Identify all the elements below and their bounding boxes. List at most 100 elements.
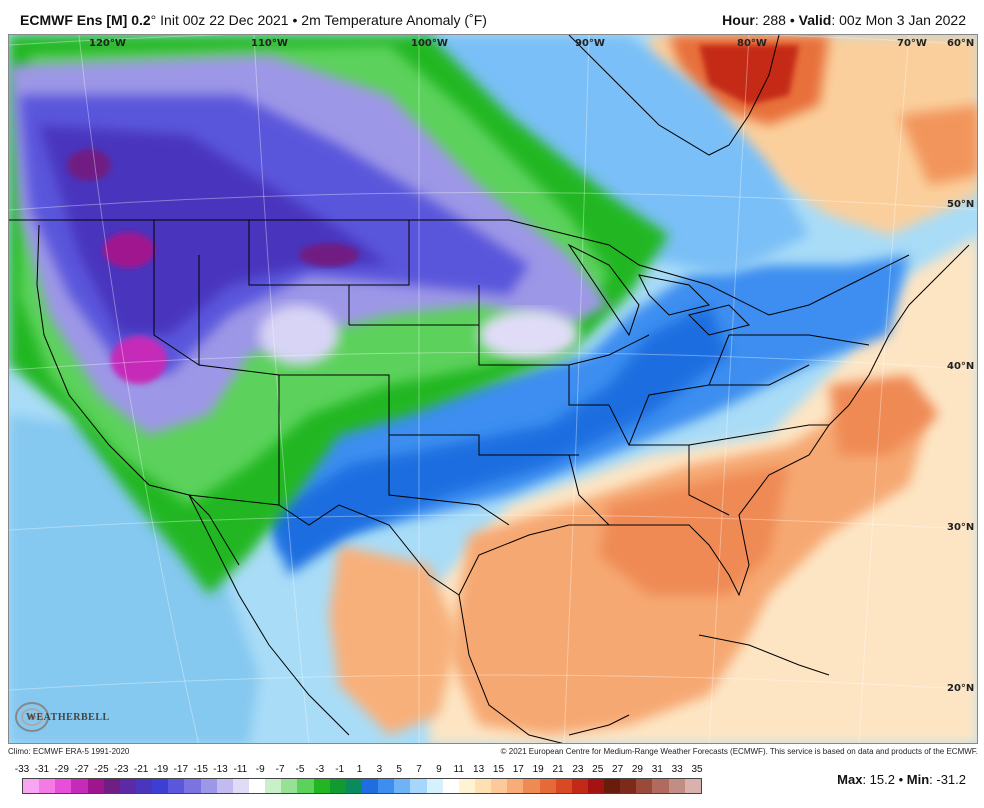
lat-label-30n: 30°N: [947, 522, 975, 533]
colorbar-swatch: [313, 779, 330, 793]
model-name: ECMWF Ens [M] 0.2: [20, 12, 151, 28]
valid-value: : 00z Mon 3 Jan 2022: [831, 12, 966, 28]
colorbar-tick-label: -15: [193, 764, 208, 775]
colorbar-swatch: [39, 779, 56, 793]
hour-value: : 288: [754, 12, 786, 28]
colorbar-tick-label: 7: [416, 764, 422, 775]
colorbar-tick-label: 21: [552, 764, 564, 775]
colorbar-swatch: [329, 779, 346, 793]
lon-label-120w: 120°W: [89, 38, 126, 49]
max-value: : 15.2: [862, 772, 895, 787]
lon-label-80w: 80°W: [737, 38, 767, 49]
colorbar-tick-label: 19: [532, 764, 544, 775]
colorbar-swatch: [184, 779, 201, 793]
colorbar-swatch: [652, 779, 669, 793]
colorbar-swatch: [587, 779, 605, 793]
max-min-readout: Max: 15.2 • Min: -31.2: [837, 772, 966, 787]
colorbar-tick-label: 33: [671, 764, 683, 775]
lon-label-100w: 100°W: [411, 38, 448, 49]
colorbar-swatch: [281, 779, 298, 793]
graticule: [9, 35, 977, 743]
colorbar-tick-label: 5: [396, 764, 402, 775]
colorbar-swatch: [426, 779, 443, 793]
colorbar-swatch: [555, 779, 572, 793]
colorbar-tick-label: -11: [233, 764, 248, 775]
min-value: : -31.2: [929, 772, 966, 787]
colorbar-tick-label: 13: [473, 764, 485, 775]
lat-label-60n: 60°N: [947, 38, 975, 49]
hour-label: Hour: [722, 12, 755, 28]
colorbar-tick-label: -9: [255, 764, 265, 775]
colorbar-swatch: [491, 779, 508, 793]
colorbar-ticks: -33 -31 -29 -27 -25 -23 -21 -19 -17 -15 -13 -11 -9 -7…: [8, 762, 708, 776]
colorbar-swatch: [636, 779, 653, 793]
colorbar-swatch: [523, 779, 540, 793]
colorbar-tick-label: -1: [335, 764, 345, 775]
colorbar-tick-label: 11: [453, 764, 464, 775]
colorbar-tick-label: -21: [133, 764, 149, 775]
colorbar-tick-label: 15: [492, 764, 505, 775]
field-name: 2m Temperature Anomaly (˚F): [301, 12, 487, 28]
title-bullet: •: [288, 12, 302, 28]
lat-label-20n: 20°N: [947, 683, 975, 694]
colorbar-tick-label: 35: [691, 764, 703, 775]
colorbar-swatch: [571, 779, 588, 793]
colorbar-swatch: [458, 779, 475, 793]
colorbar-swatches: [22, 778, 702, 794]
colorbar-swatch: [620, 779, 637, 793]
colorbar-tick-label: -17: [173, 764, 189, 775]
copyright-note: © 2021 European Centre for Medium-Range …: [500, 747, 978, 756]
colorbar-tick-label: 23: [572, 764, 584, 775]
colorbar-swatch: [71, 779, 88, 793]
colorbar-swatch: [394, 779, 411, 793]
colorbar-tick-label: -33: [14, 764, 30, 775]
colorbar-swatch: [135, 779, 153, 793]
colorbar-swatch: [119, 779, 136, 793]
colorbar-tick-label: 1: [356, 764, 363, 775]
colorbar-tick-label: -23: [114, 764, 129, 775]
colorbar-tick-label: 9: [436, 764, 442, 775]
climo-note: Climo: ECMWF ERA-5 1991-2020: [8, 747, 130, 756]
lat-label-40n: 40°N: [947, 361, 975, 372]
colorbar-tick-label: -19: [153, 764, 169, 775]
weatherbell-logo: WEATHERBELL: [12, 694, 109, 740]
min-label: Min: [906, 772, 930, 787]
colorbar-swatch: [103, 779, 120, 793]
colorbar-tick-label: -13: [213, 764, 228, 775]
colorbar-swatch: [297, 779, 314, 793]
colorbar-tick-label: 29: [631, 764, 643, 775]
colorbar-swatch: [410, 779, 427, 793]
colorbar-swatch: [232, 779, 249, 793]
colorbar-swatch: [442, 779, 459, 793]
colorbar-tick-label: -29: [54, 764, 69, 775]
max-label: Max: [837, 772, 863, 787]
colorbar-swatch: [200, 779, 217, 793]
colorbar-swatch: [168, 779, 185, 793]
map-title: ECMWF Ens [M] 0.2° Init 00z 22 Dec 2021 …: [20, 12, 487, 28]
colorbar-swatch: [152, 779, 169, 793]
footer: Climo: ECMWF ERA-5 1991-2020 © 2021 Euro…: [8, 745, 978, 759]
colorbar-tick-label: 25: [592, 764, 604, 775]
valid-label: Valid: [798, 12, 832, 28]
colorbar-tick-label: -7: [275, 764, 285, 775]
colorbar-swatch: [55, 779, 72, 793]
colorbar-tick-label: 31: [651, 764, 663, 775]
colorbar-swatch: [668, 779, 685, 793]
colorbar-swatch: [345, 779, 362, 793]
anomaly-map[interactable]: 120°W 110°W 100°W 90°W 80°W 70°W 60°N 50…: [8, 34, 978, 744]
time-bullet: •: [785, 12, 799, 28]
colorbar-swatch: [248, 779, 266, 793]
political-borders: [9, 35, 970, 743]
logo-swirl-icon: [15, 702, 49, 732]
colorbar-swatch: [23, 779, 40, 793]
colorbar: -33 -31 -29 -27 -25 -23 -21 -19 -17 -15 -13 -11 -9 -7…: [8, 762, 708, 806]
colorbar-tick-label: -25: [94, 764, 109, 775]
colorbar-tick-label: -31: [34, 764, 50, 775]
colorbar-tick-label: -3: [315, 764, 325, 775]
lon-label-90w: 90°W: [575, 38, 605, 49]
logo-text: WEATHERBELL: [26, 712, 110, 723]
colorbar-swatch: [539, 779, 556, 793]
colorbar-tick-label: -5: [295, 764, 305, 775]
colorbar-swatch: [378, 779, 395, 793]
init-time: Init 00z 22 Dec 2021: [156, 12, 289, 28]
